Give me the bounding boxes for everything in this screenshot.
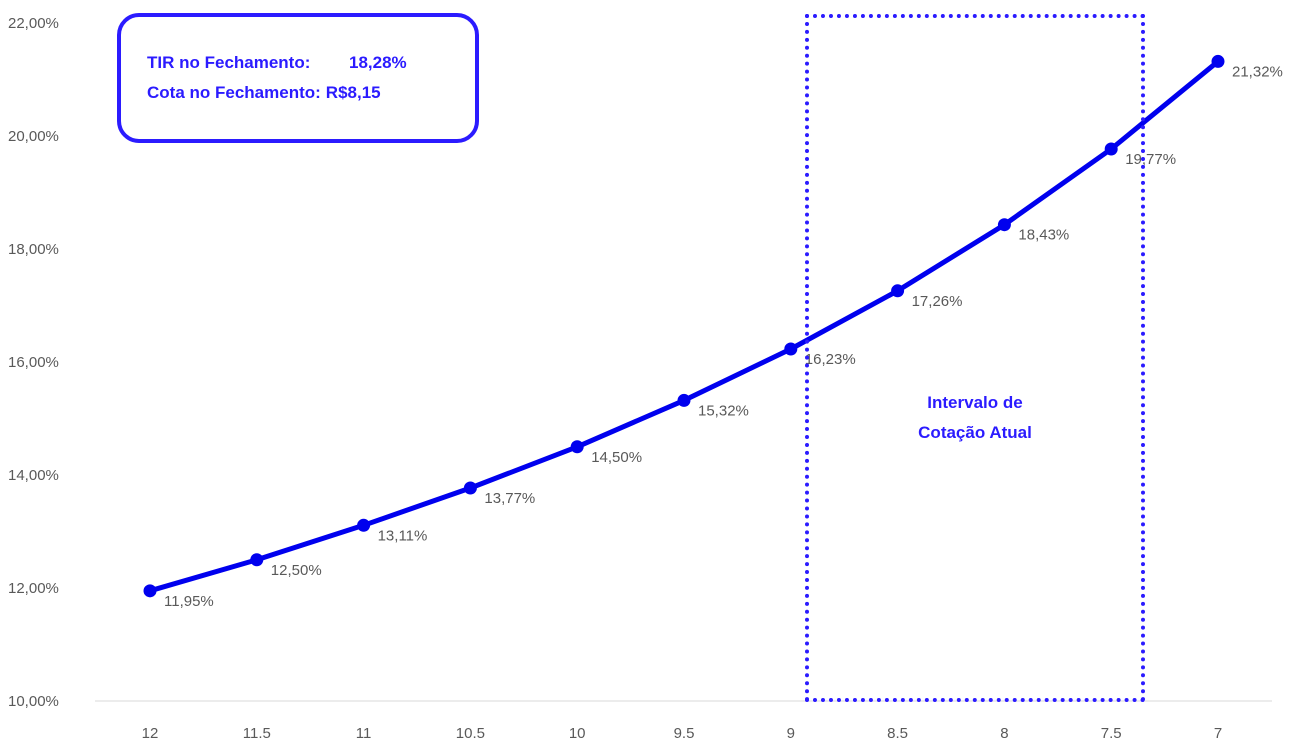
x-tick-label: 7: [1214, 725, 1222, 742]
x-tick-label: 9.5: [674, 725, 695, 742]
y-tick-label: 10,00%: [8, 693, 59, 710]
tir-label: TIR no Fechamento:: [147, 53, 311, 72]
x-axis: 12 11.5 11 10.5 10 9.5 9 8.5 8 7.5 7: [142, 725, 1223, 742]
interval-label-line1: Intervalo de: [927, 393, 1023, 412]
x-tick-label: 10.5: [456, 725, 485, 742]
y-tick-label: 22,00%: [8, 15, 59, 32]
data-label: 13,77%: [484, 490, 535, 507]
tir-value: 18,28%: [349, 53, 407, 72]
data-point: [463, 481, 477, 495]
y-tick-label: 12,00%: [8, 580, 59, 597]
x-tick-label: 8: [1000, 725, 1008, 742]
closing-info-box: TIR no Fechamento: 18,28% Cota no Fecham…: [117, 13, 479, 143]
data-point: [1211, 54, 1225, 68]
data-label: 16,23%: [805, 351, 856, 368]
y-tick-label: 14,00%: [8, 467, 59, 484]
data-label: 17,26%: [912, 293, 963, 310]
x-tick-label: 8.5: [887, 725, 908, 742]
data-label: 21,32%: [1232, 63, 1283, 80]
data-label: 15,32%: [698, 402, 749, 419]
x-tick-label: 10: [569, 725, 586, 742]
data-label: 18,43%: [1018, 227, 1069, 244]
interval-label-line2: Cotação Atual: [918, 423, 1032, 442]
y-tick-label: 16,00%: [8, 354, 59, 371]
data-label: 12,50%: [271, 562, 322, 579]
data-point: [997, 218, 1011, 232]
data-points: [143, 54, 1225, 598]
data-point: [784, 342, 798, 356]
x-tick-label: 11.5: [243, 725, 271, 742]
cota-label: Cota no Fechamento:: [147, 83, 321, 102]
cota-value: R$8,15: [325, 83, 381, 102]
data-label: 19,77%: [1125, 151, 1176, 168]
interval-label: Intervalo de Cotação Atual: [809, 388, 1141, 448]
data-point: [677, 393, 691, 407]
x-tick-label: 7.5: [1101, 725, 1122, 742]
data-point: [250, 553, 264, 567]
x-tick-label: 11: [356, 725, 372, 742]
data-labels: 11,95% 12,50% 13,11% 13,77% 14,50% 15,32% 16,2…: [164, 63, 1283, 609]
data-point: [357, 518, 371, 532]
data-point: [143, 584, 157, 598]
cota-row: Cota no Fechamento: R$8,15: [147, 78, 475, 108]
data-point: [570, 440, 584, 454]
data-label: 11,95%: [164, 593, 214, 610]
data-point: [1104, 142, 1118, 156]
data-label: 14,50%: [591, 449, 642, 466]
x-tick-label: 12: [142, 725, 159, 742]
data-label: 13,11%: [378, 527, 428, 544]
current-quote-interval-box: Intervalo de Cotação Atual: [805, 14, 1145, 702]
tir-row: TIR no Fechamento: 18,28%: [147, 48, 475, 78]
y-axis: 10,00% 12,00% 14,00% 16,00% 18,00% 20,00% 22,0…: [8, 15, 59, 710]
y-tick-label: 18,00%: [8, 241, 59, 258]
data-point: [891, 284, 905, 298]
x-tick-label: 9: [787, 725, 795, 742]
y-tick-label: 20,00%: [8, 128, 59, 145]
